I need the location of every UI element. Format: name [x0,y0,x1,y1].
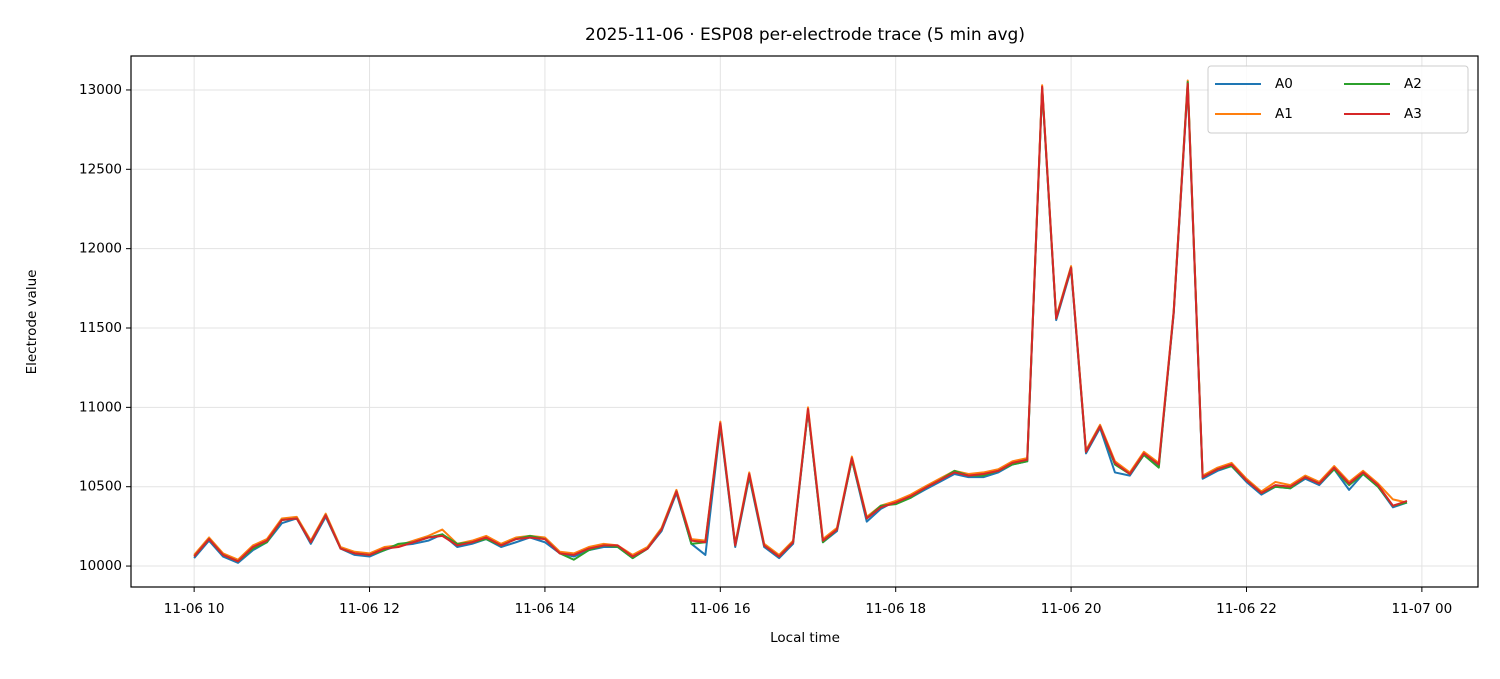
y-tick-label: 11000 [79,399,122,415]
y-tick-label: 10500 [79,479,122,495]
y-tick-label: 13000 [79,82,122,98]
x-tick-label: 11-06 18 [865,601,926,617]
x-tick-label: 11-06 14 [515,601,576,617]
x-tick-label: 11-06 20 [1041,601,1102,617]
chart-title: 2025-11-06 · ESP08 per-electrode trace (… [585,25,1025,45]
legend-box [1207,65,1469,134]
x-tick-label: 11-06 10 [164,601,225,617]
y-axis-label: Electrode value [24,270,40,375]
y-tick-label: 10000 [79,558,122,574]
y-tick-label: 12000 [79,241,122,257]
y-tick-label: 12500 [79,161,122,177]
x-tick-label: 11-07 00 [1392,601,1453,617]
legend-label: A1 [1275,106,1293,122]
legend-label: A2 [1404,76,1422,92]
x-axis-label: Local time [770,630,840,646]
plot-frame [130,55,1479,588]
x-tick-label: 11-06 22 [1216,601,1277,617]
legend-label: A0 [1275,76,1293,92]
x-tick-label: 11-06 16 [690,601,751,617]
legend-label: A3 [1404,106,1422,122]
x-tick-label: 11-06 12 [339,601,400,617]
y-tick-label: 11500 [79,320,122,336]
data-line [193,82,1408,563]
